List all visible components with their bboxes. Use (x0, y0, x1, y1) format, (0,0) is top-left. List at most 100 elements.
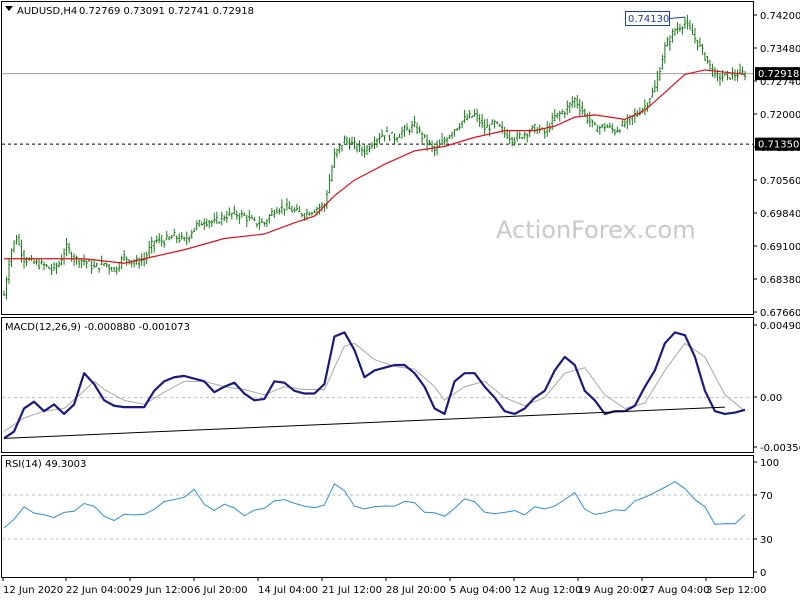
candle (388, 134, 391, 142)
candle (373, 136, 376, 149)
candle (676, 22, 679, 35)
candle (117, 261, 121, 272)
candle (343, 135, 346, 144)
candle (295, 204, 299, 211)
candle (571, 96, 574, 108)
candle (200, 221, 203, 226)
candle (308, 211, 311, 216)
candle (120, 255, 123, 269)
candle (498, 123, 501, 127)
candle (47, 266, 51, 270)
candle (105, 262, 108, 268)
candle (593, 121, 596, 126)
candle (310, 211, 314, 216)
rsi-tick-label: 0 (760, 568, 766, 579)
candle (112, 267, 116, 272)
candle (325, 189, 329, 209)
rsi-tick-label: 70 (760, 491, 773, 502)
candle (415, 122, 419, 135)
candle (198, 219, 201, 227)
candle (458, 122, 461, 131)
candle (508, 130, 511, 145)
candle (578, 99, 581, 117)
candle (480, 114, 484, 129)
candle (45, 263, 48, 268)
candle (218, 221, 221, 224)
candle (360, 146, 364, 157)
candle (10, 248, 13, 267)
candle (638, 107, 642, 116)
candle (70, 251, 73, 262)
candle (588, 111, 591, 128)
support-price-label: 0.71350 (758, 140, 799, 151)
candle (233, 205, 236, 215)
price-tick-label: 0.67660 (760, 308, 800, 319)
candle (2, 290, 6, 296)
candle (666, 36, 669, 47)
candle (225, 210, 228, 223)
candle (67, 242, 71, 254)
candle (678, 23, 682, 32)
price-tick-label: 0.68380 (760, 275, 800, 286)
candle (155, 235, 158, 244)
candle (380, 129, 384, 138)
rsi-line (3, 481, 746, 529)
candle (253, 217, 256, 222)
candle (52, 262, 56, 272)
candle (258, 216, 261, 230)
candle (75, 255, 78, 265)
price-tick-label: 0.70560 (760, 176, 800, 187)
candle (255, 223, 259, 228)
candle (223, 215, 226, 221)
candle (375, 138, 379, 148)
candle (355, 145, 359, 153)
candle (358, 140, 361, 153)
support-price-tag: 0.71350 (755, 137, 800, 151)
rsi-header: RSI(14) 49.3003 (5, 459, 86, 470)
candle (658, 67, 662, 81)
candle (693, 28, 697, 44)
candle (546, 121, 549, 137)
candle (663, 42, 667, 64)
candle (470, 115, 474, 119)
candle (390, 131, 394, 134)
candle (460, 120, 464, 129)
candle (558, 110, 561, 122)
candle (97, 267, 101, 273)
candle (82, 254, 86, 266)
macd-signal-line (3, 342, 746, 432)
candle (633, 108, 637, 124)
candle (701, 43, 704, 55)
candle (383, 135, 386, 142)
x-tick-label: 27 Aug 04:00 (642, 585, 709, 596)
candle (696, 39, 699, 51)
candle (708, 60, 712, 72)
candle (188, 236, 191, 243)
x-tick-label: 12 Aug 12:00 (514, 585, 581, 596)
candle (465, 113, 469, 121)
candle (170, 234, 173, 239)
candle (203, 218, 206, 230)
candle (263, 221, 266, 227)
candle (278, 208, 281, 215)
candle (137, 257, 141, 269)
candle (400, 126, 404, 139)
candle (275, 206, 279, 214)
candle (300, 212, 304, 218)
candle (235, 210, 239, 220)
candle (643, 99, 647, 116)
candle (12, 240, 16, 253)
candle (626, 114, 629, 129)
candle (698, 37, 702, 47)
candle (490, 119, 494, 125)
candle (57, 260, 61, 268)
candle (556, 112, 559, 119)
price-tick-label: 0.73480 (760, 44, 800, 55)
price-tick-label: 0.74200 (760, 11, 800, 22)
candle (596, 124, 599, 133)
candle (30, 254, 33, 261)
candle (656, 70, 659, 92)
candle (671, 28, 674, 43)
candle (413, 115, 416, 128)
candle (523, 131, 526, 140)
